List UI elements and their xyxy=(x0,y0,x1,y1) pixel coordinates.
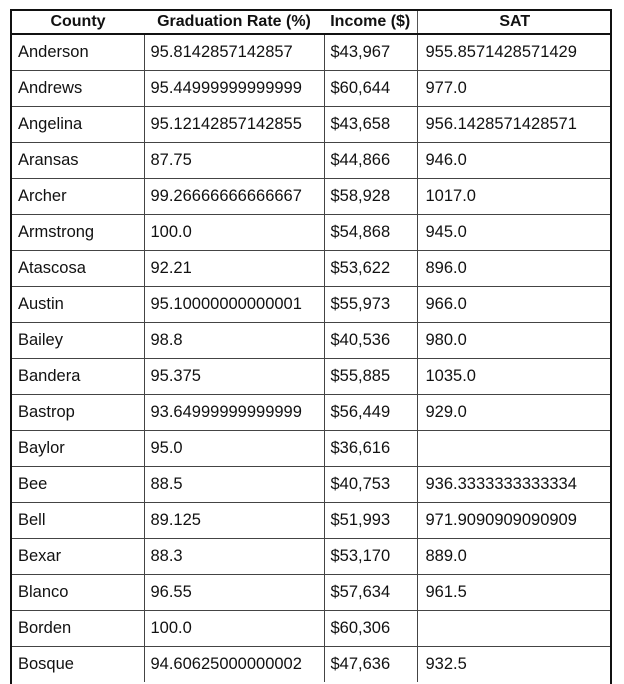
income-cell: $60,306 xyxy=(323,610,417,647)
graduation-rate-cell: 87.75 xyxy=(143,142,324,179)
county-data-table: County Graduation Rate (%) Income ($) SA… xyxy=(12,11,610,682)
income-cell: $40,753 xyxy=(323,466,417,503)
sat-cell: 889.0 xyxy=(416,538,610,575)
header-income: Income ($) xyxy=(324,11,417,35)
county-cell: Atascosa xyxy=(12,250,144,287)
sat-cell: 946.0 xyxy=(416,142,610,179)
sat-cell: 936.3333333333334 xyxy=(416,466,610,503)
sat-cell: 1017.0 xyxy=(416,178,610,215)
county-cell: Aransas xyxy=(12,142,144,179)
header-row: County Graduation Rate (%) Income ($) SA… xyxy=(12,11,610,35)
county-cell: Bell xyxy=(12,502,144,539)
income-cell: $60,644 xyxy=(323,70,417,107)
graduation-rate-cell: 88.3 xyxy=(143,538,324,575)
income-cell: $36,616 xyxy=(323,430,417,467)
income-cell: $53,170 xyxy=(323,538,417,575)
county-data-table-container: County Graduation Rate (%) Income ($) SA… xyxy=(10,9,612,684)
sat-cell: 961.5 xyxy=(416,574,610,611)
table-row: Bee 88.5 $40,753 936.3333333333334 xyxy=(12,466,610,503)
header-county: County xyxy=(12,11,144,35)
county-cell: Andrews xyxy=(12,70,144,107)
graduation-rate-cell: 100.0 xyxy=(143,610,324,647)
table-row: Baylor 95.0 $36,616 xyxy=(12,430,610,467)
table-row: Bastrop 93.64999999999999 $56,449 929.0 xyxy=(12,394,610,431)
table-row: Bell 89.125 $51,993 971.9090909090909 xyxy=(12,502,610,539)
table-row: Austin 95.10000000000001 $55,973 966.0 xyxy=(12,286,610,323)
sat-cell: 929.0 xyxy=(416,394,610,431)
county-cell: Bastrop xyxy=(12,394,144,431)
county-cell: Borden xyxy=(12,610,144,647)
sat-cell: 932.5 xyxy=(416,646,610,682)
income-cell: $56,449 xyxy=(323,394,417,431)
income-cell: $53,622 xyxy=(323,250,417,287)
table-row: Anderson 95.8142857142857 $43,967 955.85714… xyxy=(12,34,610,71)
graduation-rate-cell: 95.0 xyxy=(143,430,324,467)
graduation-rate-cell: 99.26666666666667 xyxy=(143,178,324,215)
income-cell: $55,973 xyxy=(323,286,417,323)
graduation-rate-cell: 98.8 xyxy=(143,322,324,359)
table-row: Bailey 98.8 $40,536 980.0 xyxy=(12,322,610,359)
income-cell: $47,636 xyxy=(323,646,417,682)
sat-cell: 956.1428571428571 xyxy=(416,106,610,143)
county-cell: Archer xyxy=(12,178,144,215)
table-row: Borden 100.0 $60,306 xyxy=(12,610,610,647)
graduation-rate-cell: 95.12142857142855 xyxy=(143,106,324,143)
sat-cell xyxy=(416,610,610,647)
graduation-rate-cell: 96.55 xyxy=(143,574,324,611)
sat-cell: 955.8571428571429 xyxy=(416,34,610,71)
income-cell: $58,928 xyxy=(323,178,417,215)
county-cell: Blanco xyxy=(12,574,144,611)
county-cell: Angelina xyxy=(12,106,144,143)
county-cell: Armstrong xyxy=(12,214,144,251)
table-row: Bandera 95.375 $55,885 1035.0 xyxy=(12,358,610,395)
county-cell: Bandera xyxy=(12,358,144,395)
income-cell: $40,536 xyxy=(323,322,417,359)
income-cell: $54,868 xyxy=(323,214,417,251)
county-cell: Bosque xyxy=(12,646,144,682)
county-cell: Bailey xyxy=(12,322,144,359)
graduation-rate-cell: 88.5 xyxy=(143,466,324,503)
table-row: Atascosa 92.21 $53,622 896.0 xyxy=(12,250,610,287)
table-body: Anderson 95.8142857142857 $43,967 955.85714… xyxy=(12,34,610,682)
sat-cell: 896.0 xyxy=(416,250,610,287)
income-cell: $57,634 xyxy=(323,574,417,611)
graduation-rate-cell: 95.10000000000001 xyxy=(143,286,324,323)
header-sat: SAT xyxy=(416,11,610,35)
table-row: Archer 99.26666666666667 $58,928 1017.0 xyxy=(12,178,610,215)
graduation-rate-cell: 94.60625000000002 xyxy=(143,646,324,682)
header-graduation-rate: Graduation Rate (%) xyxy=(144,11,324,35)
table-row: Bosque 94.60625000000002 $47,636 932.5 xyxy=(12,646,610,682)
table-row: Andrews 95.44999999999999 $60,644 977.0 xyxy=(12,70,610,107)
sat-cell: 1035.0 xyxy=(416,358,610,395)
graduation-rate-cell: 95.8142857142857 xyxy=(143,34,324,71)
table-row: Bexar 88.3 $53,170 889.0 xyxy=(12,538,610,575)
graduation-rate-cell: 92.21 xyxy=(143,250,324,287)
income-cell: $44,866 xyxy=(323,142,417,179)
table-row: Armstrong 100.0 $54,868 945.0 xyxy=(12,214,610,251)
sat-cell xyxy=(416,430,610,467)
graduation-rate-cell: 95.375 xyxy=(143,358,324,395)
sat-cell: 971.9090909090909 xyxy=(416,502,610,539)
table-row: Angelina 95.12142857142855 $43,658 956.1428… xyxy=(12,106,610,143)
sat-cell: 966.0 xyxy=(416,286,610,323)
graduation-rate-cell: 95.44999999999999 xyxy=(143,70,324,107)
table-row: Aransas 87.75 $44,866 946.0 xyxy=(12,142,610,179)
sat-cell: 977.0 xyxy=(416,70,610,107)
county-cell: Anderson xyxy=(18,43,89,61)
income-cell: $43,967 xyxy=(323,34,417,71)
table-row: Blanco 96.55 $57,634 961.5 xyxy=(12,574,610,611)
sat-cell: 945.0 xyxy=(416,214,610,251)
income-cell: $51,993 xyxy=(323,502,417,539)
graduation-rate-cell: 93.64999999999999 xyxy=(143,394,324,431)
county-cell: Baylor xyxy=(12,430,144,467)
income-cell: $43,658 xyxy=(323,106,417,143)
graduation-rate-cell: 100.0 xyxy=(143,214,324,251)
county-cell: Bexar xyxy=(12,538,144,575)
income-cell: $55,885 xyxy=(323,358,417,395)
graduation-rate-cell: 89.125 xyxy=(143,502,324,539)
sat-cell: 980.0 xyxy=(416,322,610,359)
county-cell: Bee xyxy=(12,466,144,503)
county-cell: Austin xyxy=(12,286,144,323)
